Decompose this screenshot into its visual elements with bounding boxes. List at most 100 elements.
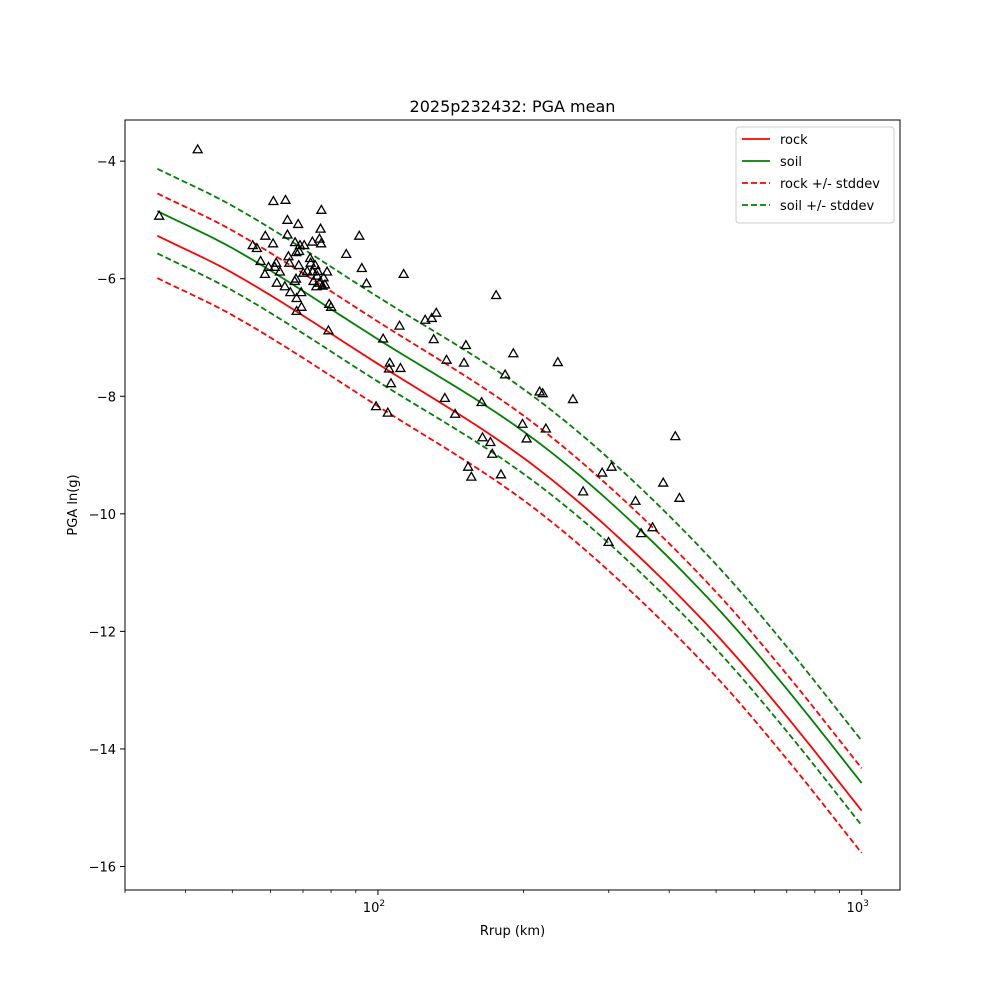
legend-label: rock +/- stddev — [780, 177, 880, 192]
observation-point-59 — [356, 262, 368, 273]
observation-point-49 — [315, 204, 328, 214]
y-tick-label: −6 — [97, 273, 116, 288]
series-line-1 — [156, 210, 863, 784]
observation-point-63 — [382, 406, 394, 417]
observation-point-36 — [304, 252, 316, 263]
observation-point-43 — [311, 269, 323, 280]
observation-point-94 — [552, 356, 564, 367]
observation-point-6 — [259, 268, 271, 279]
observation-point-13 — [274, 265, 286, 276]
observation-point-69 — [398, 268, 410, 279]
observation-point-53 — [321, 265, 333, 276]
observation-point-78 — [460, 339, 472, 350]
observation-point-3 — [251, 242, 263, 253]
observation-point-44 — [312, 265, 324, 276]
observation-point-1 — [192, 143, 204, 154]
observation-point-95 — [567, 393, 579, 404]
observation-point-14 — [279, 280, 291, 291]
observation-point-64 — [383, 362, 395, 373]
observation-point-65 — [384, 356, 396, 367]
observation-point-67 — [393, 319, 406, 330]
observation-point-68 — [394, 362, 407, 373]
observation-point-41 — [309, 259, 321, 270]
observation-point-89 — [516, 418, 529, 428]
legend: rock soil rock +/- stddev soil +/- stddev — [735, 126, 895, 224]
observation-point-52 — [319, 278, 331, 289]
observation-point-35 — [301, 265, 313, 276]
observation-point-47 — [314, 222, 327, 233]
observation-point-16 — [281, 214, 294, 224]
observation-point-90 — [520, 432, 533, 443]
observation-point-2 — [247, 239, 259, 250]
observation-point-56 — [325, 301, 337, 311]
observation-point-93 — [540, 422, 552, 433]
observation-point-20 — [284, 286, 296, 297]
y-tick-label: −8 — [97, 390, 116, 405]
observation-point-29 — [293, 245, 305, 256]
observation-point-25 — [290, 292, 303, 303]
observation-point-7 — [262, 261, 275, 271]
chart-title: 2025p232432: PGA mean — [410, 97, 616, 116]
series-line-0 — [156, 234, 863, 812]
observation-point-23 — [290, 272, 302, 283]
observation-point-62 — [377, 332, 389, 343]
observation-point-31 — [295, 286, 307, 297]
observation-point-28 — [293, 259, 305, 270]
observation-point-66 — [385, 377, 397, 388]
observation-point-24 — [290, 246, 302, 257]
observation-point-38 — [306, 235, 319, 246]
observation-point-81 — [475, 396, 488, 407]
observation-point-103 — [657, 476, 669, 487]
observation-point-19 — [283, 257, 295, 267]
observation-point-8 — [267, 195, 280, 206]
observation-point-50 — [316, 279, 329, 290]
observation-point-104 — [669, 430, 681, 441]
observation-point-37 — [305, 257, 317, 267]
x-axis-label: Rrup (km) — [480, 924, 545, 939]
observation-point-87 — [499, 368, 511, 379]
axes-frame — [124, 119, 901, 891]
observation-point-74 — [439, 392, 451, 403]
observation-point-70 — [419, 314, 431, 324]
observation-point-83 — [484, 436, 497, 447]
observation-point-98 — [602, 536, 615, 547]
observation-point-84 — [486, 448, 498, 458]
observation-point-97 — [596, 466, 608, 477]
observation-point-5 — [259, 229, 271, 240]
observation-point-80 — [465, 470, 477, 481]
observation-point-61 — [370, 400, 382, 411]
plot-area — [153, 143, 863, 854]
series-line-3 — [156, 277, 863, 854]
observation-point-86 — [495, 468, 507, 479]
observation-point-79 — [462, 460, 474, 471]
series-line-4 — [156, 167, 863, 742]
observation-point-54 — [322, 324, 335, 335]
observation-point-96 — [577, 485, 589, 496]
observation-point-85 — [490, 289, 502, 300]
legend-label: soil — [780, 155, 802, 170]
observation-point-15 — [279, 194, 292, 204]
observation-point-102 — [646, 521, 659, 532]
observation-point-99 — [605, 460, 618, 471]
observation-point-51 — [317, 271, 330, 282]
y-tick-label: −10 — [89, 508, 116, 523]
observation-point-76 — [449, 408, 461, 418]
observation-point-48 — [315, 237, 327, 248]
y-axis-label: PGA ln(g) — [66, 474, 81, 535]
observation-point-34 — [298, 239, 310, 250]
observation-point-33 — [297, 267, 309, 277]
observation-point-57 — [340, 248, 352, 259]
observation-point-22 — [289, 236, 301, 247]
observation-point-75 — [440, 354, 453, 364]
observation-point-88 — [507, 347, 519, 358]
observation-point-92 — [537, 387, 549, 398]
observation-point-4 — [254, 255, 267, 266]
observation-point-60 — [360, 277, 373, 288]
observation-point-27 — [292, 218, 304, 229]
observation-point-100 — [629, 495, 642, 505]
y-tick-label: −4 — [97, 155, 116, 170]
legend-label: soil +/- stddev — [780, 199, 875, 214]
observation-point-0 — [153, 209, 165, 220]
